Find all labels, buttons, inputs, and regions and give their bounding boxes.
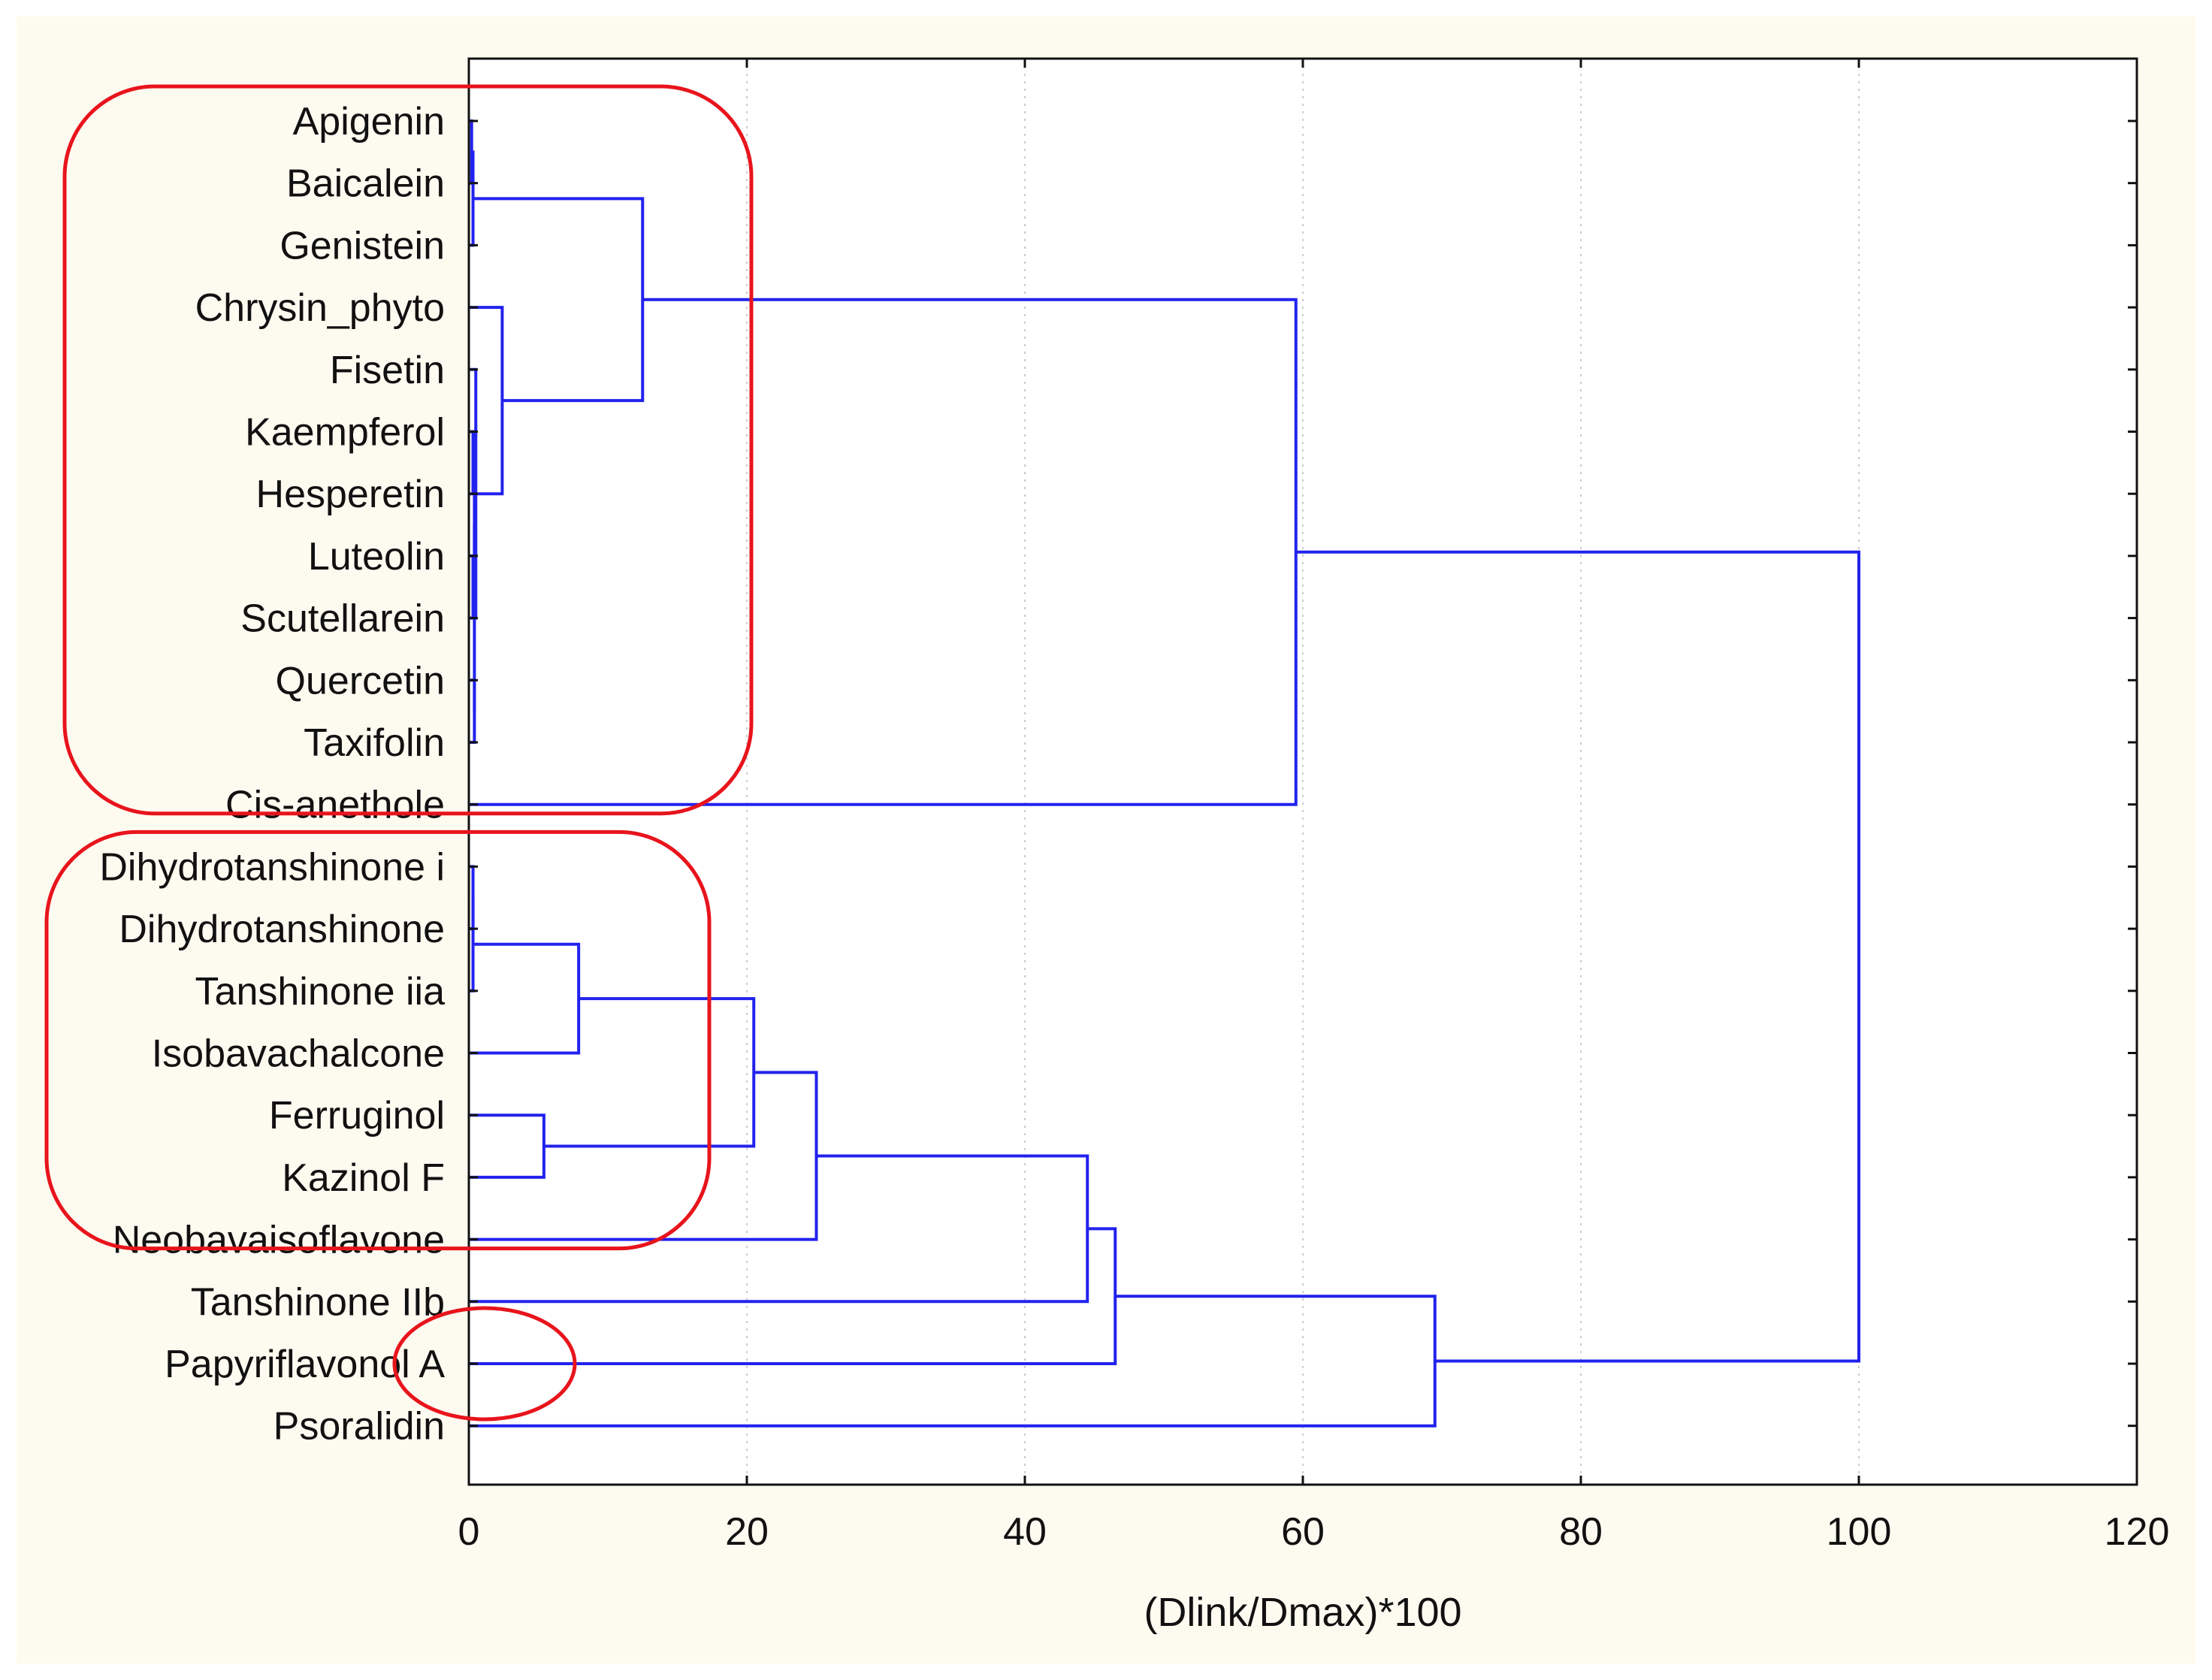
x-tick-label: 100 [1827, 1510, 1892, 1554]
highlight-annotations [44, 84, 754, 1422]
leaf-label: Kazinol F [282, 1156, 445, 1200]
x-tick-label: 20 [725, 1510, 769, 1554]
leaf-label: Psoralidin [273, 1405, 445, 1449]
leaf-label: Papyriflavonol A [165, 1343, 445, 1386]
x-tick-label: 120 [2105, 1510, 2170, 1554]
leaf-label: Scutellarein [240, 597, 445, 641]
leaf-label: Ferruginol [269, 1094, 445, 1138]
x-axis-label: (Dlink/Dmax)*100 [1144, 1590, 1461, 1635]
leaf-label: Isobavachalcone [152, 1032, 445, 1076]
leaf-label: Taxifolin [304, 721, 445, 765]
highlight-ellipse [392, 1306, 577, 1422]
x-tick-label: 40 [1003, 1510, 1047, 1554]
leaf-label: Cis-anethole [225, 784, 445, 827]
x-tick-labels: 0 20 40 60 80 100 120 [458, 1510, 2170, 1554]
x-tick-label: 60 [1281, 1510, 1325, 1554]
leaf-label: Fisetin [330, 349, 445, 392]
leaf-label: Chrysin_phyto [195, 286, 445, 330]
leaf-label: Baicalein [286, 162, 445, 206]
leaf-label: Dihydrotanshinone i [99, 845, 445, 889]
leaf-label: Quercetin [276, 659, 445, 703]
leaf-label: Neobavaisoflavone [113, 1219, 445, 1262]
highlight-box [44, 829, 712, 1251]
x-tick-label: 80 [1559, 1510, 1603, 1554]
leaf-labels: Apigenin Baicalein Genistein Chrysin_phyto F… [99, 100, 445, 1449]
leaf-label: Hesperetin [256, 473, 445, 516]
highlight-box [62, 84, 754, 816]
leaf-label: Luteolin [308, 535, 445, 579]
dendrogram-link [1295, 550, 1860, 1363]
leaf-label: Dihydrotanshinone [119, 908, 445, 951]
leaf-label: Kaempferol [245, 411, 445, 455]
leaf-label: Tanshinone IIb [191, 1280, 445, 1324]
leaf-label: Apigenin [293, 100, 445, 144]
leaf-label: Genistein [280, 224, 445, 267]
leaf-label: Tanshinone iia [195, 970, 446, 1014]
x-tick-label: 0 [458, 1510, 480, 1554]
axes [467, 57, 2138, 1486]
plot-area [469, 59, 2137, 1485]
